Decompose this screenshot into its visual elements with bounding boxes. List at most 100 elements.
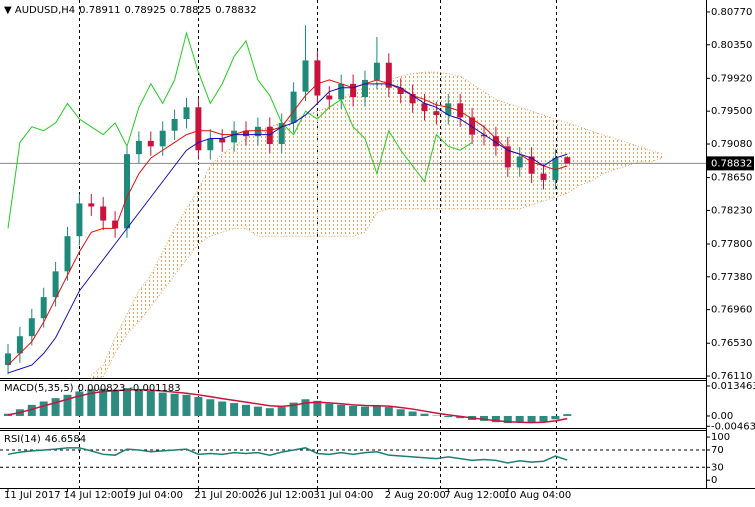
macd-bar: [325, 403, 334, 416]
signal-last: -0.001183: [129, 383, 180, 394]
macd-bar: [182, 394, 191, 416]
macd-bar: [480, 415, 488, 421]
candle-body: [564, 157, 571, 164]
rsi-title: RSI(14): [4, 434, 41, 445]
candle-body: [350, 83, 357, 98]
candle-body: [278, 122, 285, 144]
x-tick-label: 21 Jul 20:00: [194, 490, 254, 501]
macd-bar: [51, 398, 60, 416]
rsi-last: 46.6584: [45, 434, 86, 445]
x-tick-label: 7 Aug 12:00: [444, 490, 505, 501]
candle-body: [469, 117, 476, 135]
candle-body: [397, 87, 404, 94]
macd-bar: [349, 405, 358, 416]
senkou-span-b: [91, 157, 663, 379]
macd-bar: [420, 413, 429, 416]
x-tick-label: 11 Jul 2017: [4, 490, 61, 501]
macd-bar: [230, 403, 239, 416]
candle-body: [492, 136, 499, 147]
macd-bar: [301, 399, 310, 416]
candle-body: [195, 107, 202, 151]
y-tick-label: 0.00: [711, 411, 733, 422]
macd-bar: [289, 402, 298, 416]
candle-body: [112, 220, 119, 229]
macd-bar: [361, 406, 369, 416]
last-high: 0.78925: [125, 5, 166, 16]
macd-bar: [444, 415, 453, 418]
candle-body: [16, 336, 23, 354]
x-tick-label: 10 Aug 04:00: [504, 490, 571, 501]
candle-body: [314, 60, 321, 96]
x-tick-label: 14 Jul 12:00: [64, 490, 124, 501]
y-tick-label: 0.79500: [711, 106, 752, 117]
candle-body: [40, 297, 47, 319]
macd-bar: [218, 401, 227, 416]
x-tick-label: 26 Jul 12:00: [254, 490, 314, 501]
y-tick-label: 0.77380: [711, 272, 752, 283]
candle-body: [552, 158, 559, 180]
y-tick-label: 0.80770: [711, 7, 752, 18]
macd-bar: [563, 414, 572, 416]
macd-bar: [111, 389, 120, 416]
y-tick-label: -0.004633: [711, 421, 755, 432]
macd-bar: [158, 392, 167, 416]
macd-signal: [7, 388, 568, 424]
candle-body: [124, 154, 130, 229]
y-tick-label: 0.80350: [711, 40, 752, 51]
macd-bar: [491, 415, 500, 423]
macd-last: 0.000823: [78, 383, 126, 394]
candle-body: [528, 156, 535, 174]
candle-body: [433, 111, 440, 116]
candle-body: [302, 60, 309, 92]
kijun-sen: [7, 83, 568, 374]
candle-body: [373, 62, 380, 80]
candle-body: [183, 107, 190, 119]
macd-bar: [372, 405, 381, 416]
last-close: 0.78832: [215, 5, 256, 16]
y-tick-label: 0.78230: [711, 205, 752, 216]
candle-body: [171, 118, 178, 131]
y-tick-label: 100: [711, 432, 730, 443]
symbol: AUDUSD,H4: [15, 5, 75, 16]
tenkan-sen: [7, 79, 568, 366]
candle-body: [100, 206, 107, 221]
candle-body: [409, 93, 416, 104]
macd-bar: [313, 400, 322, 416]
candle-body: [338, 83, 345, 100]
candle-body: [207, 138, 214, 151]
candle-body: [5, 353, 11, 366]
macd-bar: [337, 404, 346, 416]
y-tick-label: 0.76530: [711, 338, 752, 349]
macd-bar: [206, 399, 215, 416]
candle-body: [421, 103, 428, 112]
macd-bar: [99, 388, 108, 416]
macd-bar: [527, 415, 536, 423]
macd-bar: [408, 411, 417, 416]
y-tick-label: 0.76960: [711, 305, 752, 316]
macd-bar: [87, 389, 96, 416]
chart-header: ▼ AUDUSD,H4 0.78911 0.78925 0.78825 0.78832: [4, 5, 257, 16]
y-tick-label: 0.79920: [711, 73, 752, 84]
macd-bar: [194, 397, 203, 416]
y-tick-label: 0.79080: [711, 139, 752, 150]
macd-bar: [39, 401, 48, 416]
candle-body: [516, 156, 523, 168]
macd-bar: [242, 404, 250, 416]
y-tick-label: 70: [711, 445, 724, 456]
candle-body: [159, 130, 166, 147]
candle-body: [76, 203, 83, 237]
candle-body: [481, 134, 487, 137]
macd-bar: [396, 409, 405, 416]
x-tick-label: 31 Jul 04:00: [313, 490, 373, 501]
price-label: 0.78832: [711, 158, 752, 169]
x-tick-label: 19 Jul 04:00: [123, 490, 183, 501]
candle-body: [266, 126, 273, 144]
chikou-span: [7, 31, 473, 229]
candle-body: [243, 130, 249, 137]
macd-bar: [170, 393, 179, 416]
x-tick-label: 2 Aug 20:00: [385, 490, 446, 501]
macd-bar: [503, 415, 512, 424]
y-tick-label: 0.013463: [711, 381, 755, 392]
candle-body: [362, 79, 368, 98]
